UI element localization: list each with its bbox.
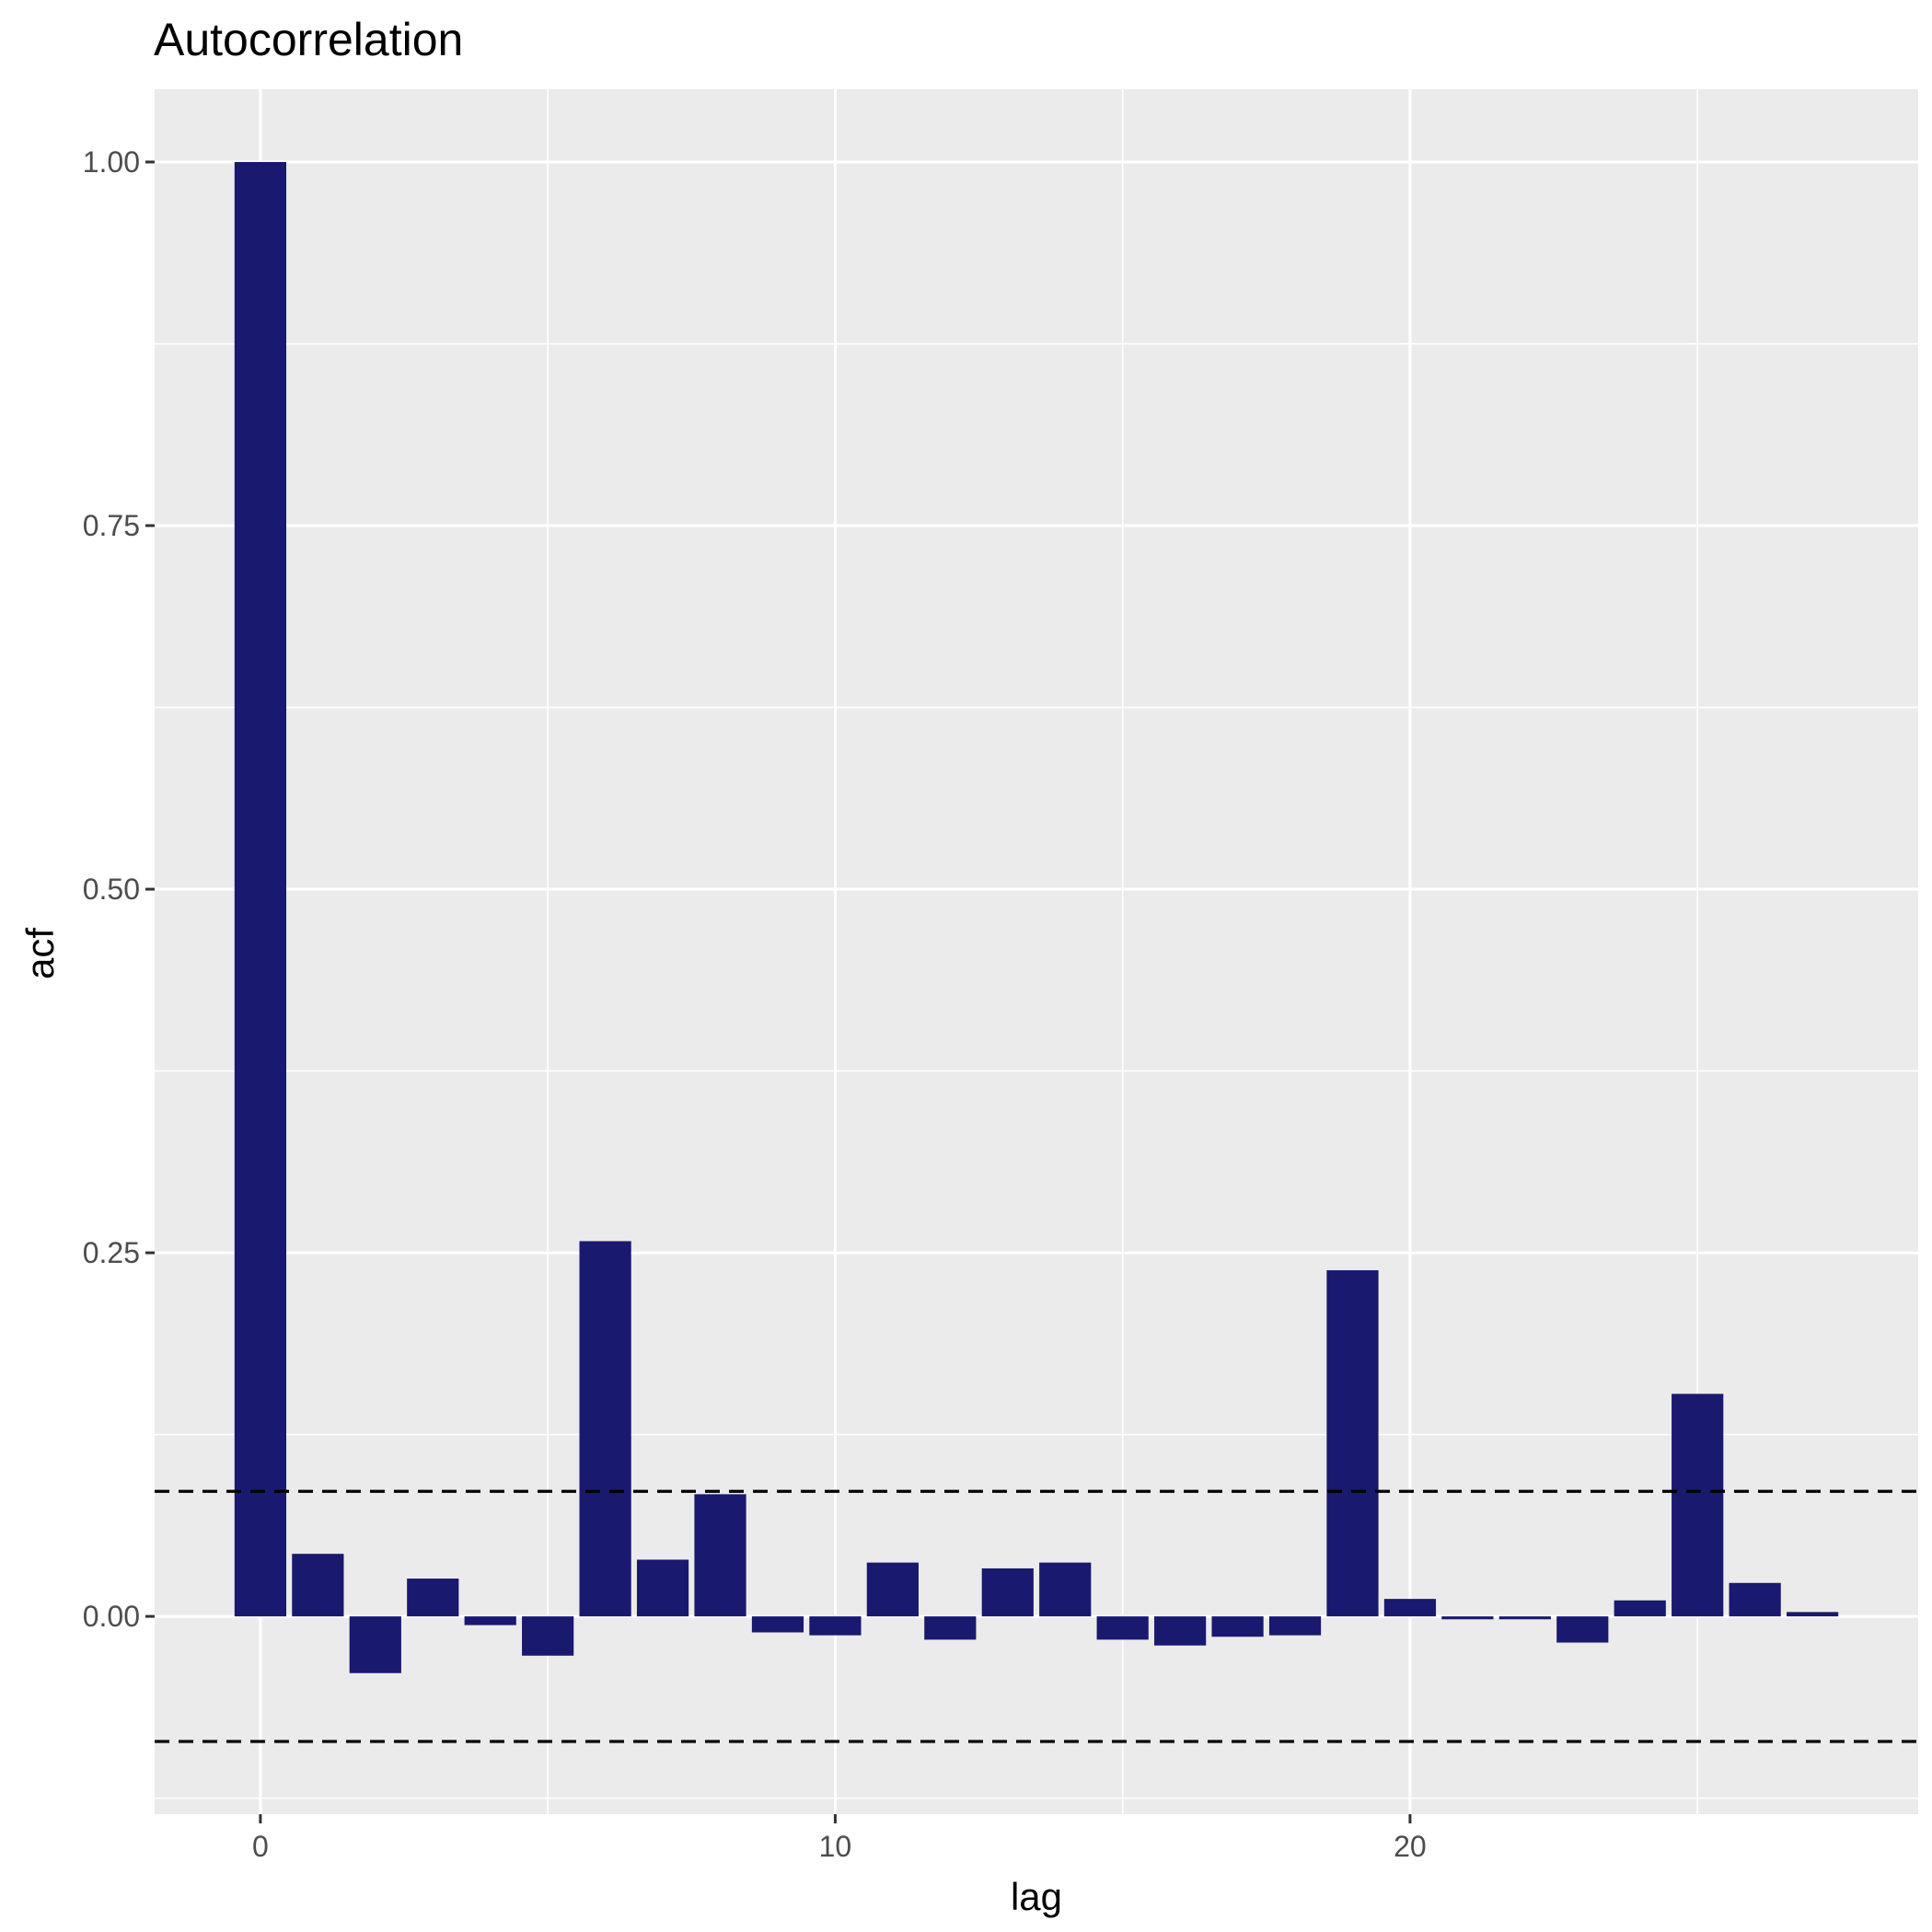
x-tick-label: 20	[1394, 1830, 1427, 1863]
acf-bar-lag-11	[866, 1562, 919, 1617]
acf-bar-lag-9	[751, 1616, 804, 1633]
acf-bar-lag-0	[234, 162, 287, 1617]
confidence-bounds	[155, 1489, 1918, 1743]
y-tick-label: 0.00	[83, 1600, 140, 1633]
acf-bar-lag-3	[407, 1579, 459, 1617]
x-tick-label: 0	[252, 1830, 269, 1863]
x-axis-title: lag	[1011, 1875, 1062, 1918]
acf-bar-lag-14	[1039, 1562, 1092, 1617]
x-axis: 0 10 20	[252, 1814, 1427, 1863]
acf-bar-lag-21	[1441, 1616, 1494, 1620]
acf-bar-lag-5	[522, 1616, 574, 1656]
y-tick-label: 1.00	[83, 145, 140, 179]
acf-bar-lag-12	[924, 1616, 977, 1640]
acf-bar-lag-10	[809, 1616, 862, 1636]
acf-bar-lag-19	[1326, 1270, 1379, 1617]
acf-bar-lag-27	[1786, 1612, 1839, 1617]
acf-bar-lag-2	[349, 1616, 401, 1673]
acf-bar-lag-18	[1268, 1616, 1322, 1636]
x-tick-label: 10	[819, 1830, 852, 1863]
y-axis: 0.00 0.25 0.50 0.75 1.00	[83, 145, 155, 1633]
acf-bar-lag-15	[1096, 1616, 1149, 1640]
minor-gridlines	[155, 89, 1918, 1814]
acf-bar-lag-23	[1556, 1616, 1609, 1643]
acf-bar-lag-8	[694, 1494, 746, 1617]
acf-bars	[234, 162, 1839, 1673]
acf-bar-lag-20	[1383, 1599, 1437, 1617]
acf-bar-lag-16	[1154, 1616, 1207, 1646]
plot-panel	[155, 89, 1918, 1814]
y-tick-label: 0.25	[83, 1236, 140, 1269]
acf-bar-lag-25	[1672, 1394, 1724, 1617]
acf-bar-lag-7	[636, 1559, 689, 1617]
acf-bar-lag-6	[579, 1241, 631, 1617]
acf-bar-lag-22	[1498, 1616, 1551, 1620]
acf-bar-lag-1	[292, 1554, 344, 1617]
y-tick-label: 0.50	[83, 873, 140, 906]
acf-bar-lag-17	[1211, 1616, 1264, 1637]
y-axis-title: acf	[18, 928, 62, 979]
acf-bar-lag-24	[1614, 1600, 1666, 1617]
chart-title: Autocorrelation	[154, 14, 463, 65]
acf-bar-lag-4	[464, 1616, 516, 1625]
acf-bar-lag-13	[981, 1568, 1034, 1617]
y-tick-label: 0.75	[83, 509, 140, 542]
acf-bar-lag-26	[1729, 1582, 1781, 1617]
